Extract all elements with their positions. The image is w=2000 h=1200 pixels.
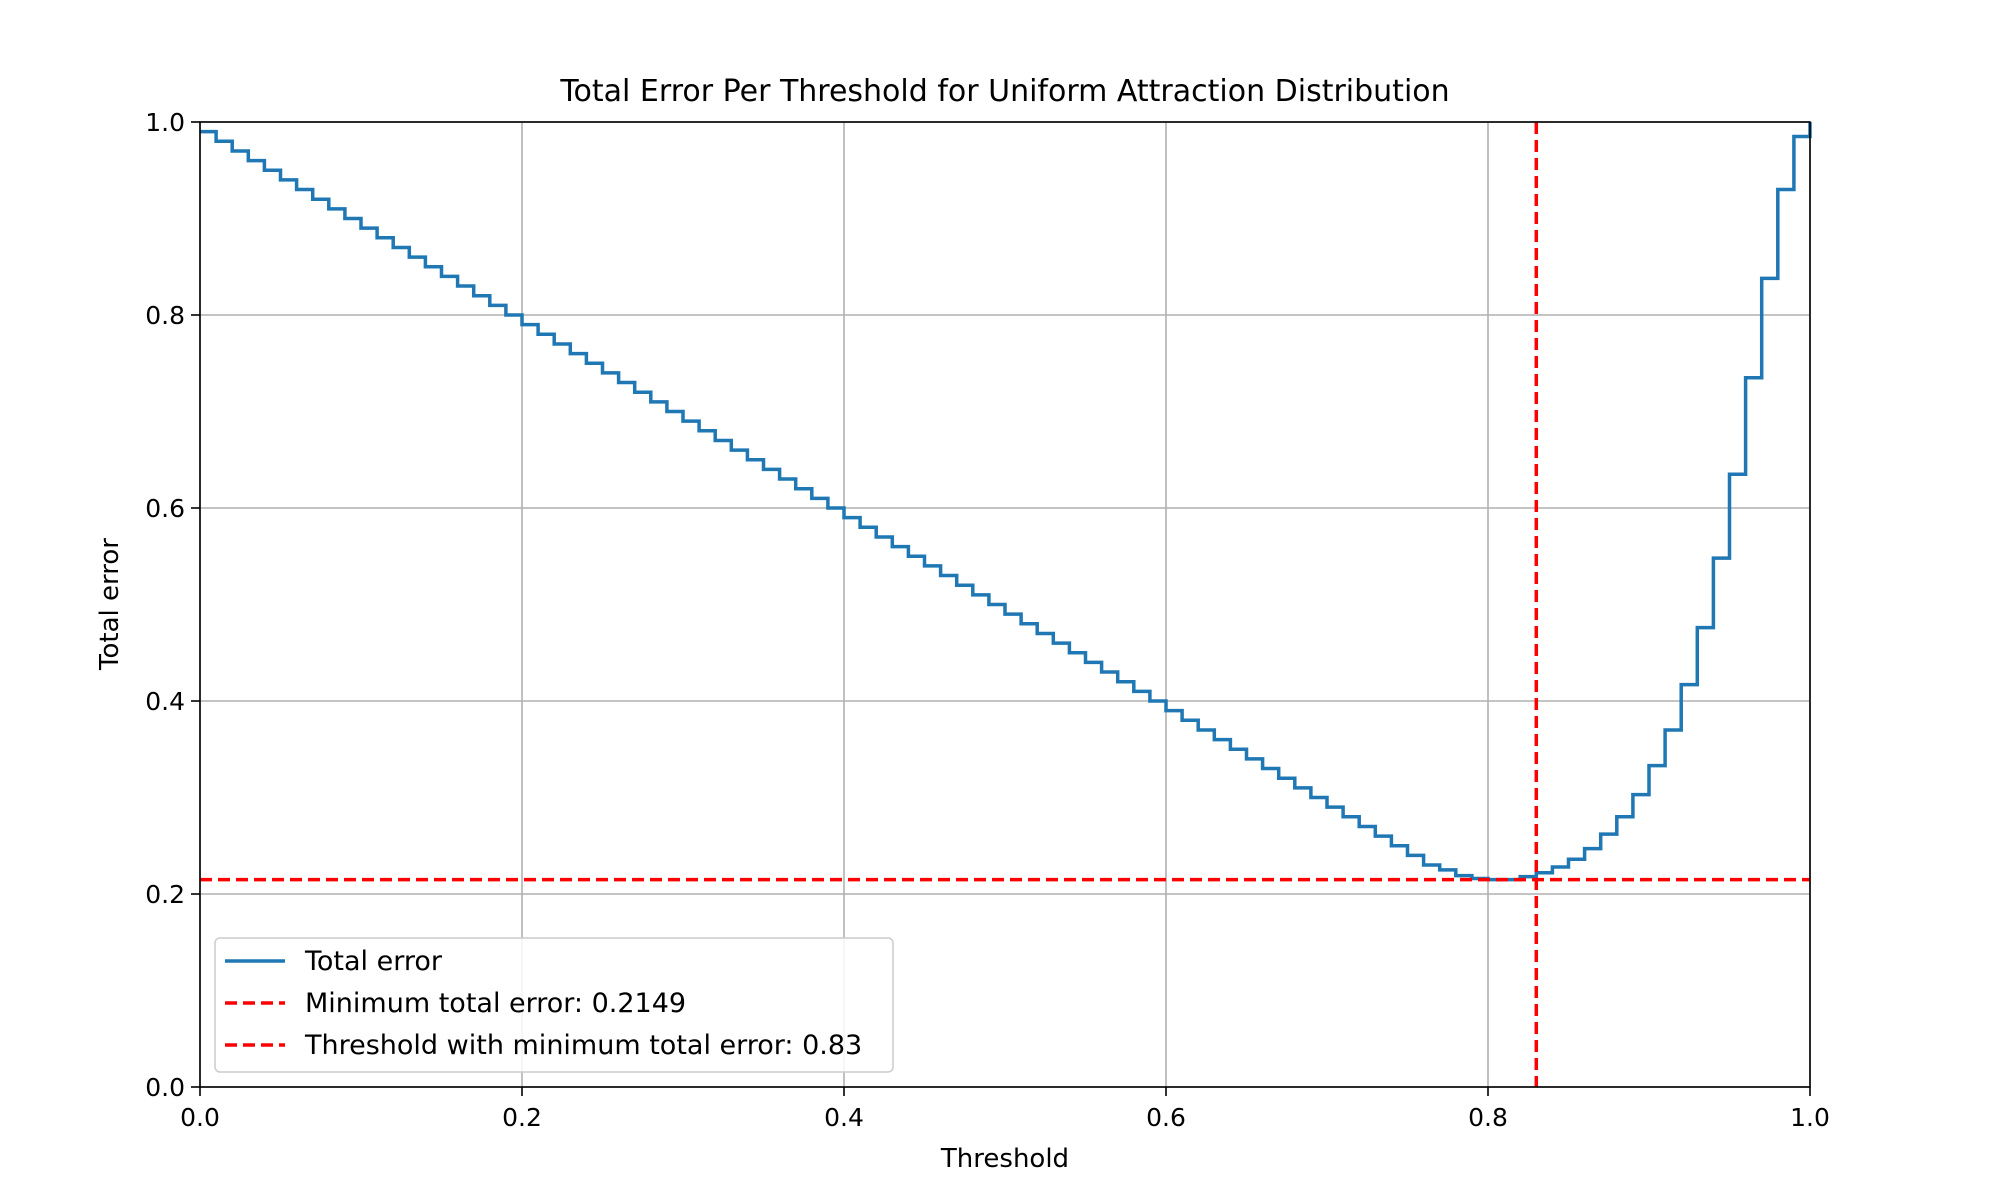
y-axis-label: Total error xyxy=(95,538,125,671)
y-tick-label: 0.2 xyxy=(145,880,185,909)
y-tick-label: 0.4 xyxy=(145,687,185,716)
x-tick-label: 0.4 xyxy=(824,1103,864,1132)
y-tick-label: 1.0 xyxy=(145,108,185,137)
x-tick-label: 0.6 xyxy=(1146,1103,1186,1132)
chart-title: Total Error Per Threshold for Uniform At… xyxy=(559,74,1449,109)
y-tick-label: 0.0 xyxy=(145,1073,185,1102)
x-tick-label: 0.2 xyxy=(502,1103,542,1132)
legend-box xyxy=(214,937,894,1073)
plot-lines xyxy=(200,122,1812,1087)
series-total-error-line xyxy=(200,122,1812,882)
legend-label-minimum-error: Minimum total error: 0.2149 xyxy=(305,988,686,1019)
y-tick-label: 0.8 xyxy=(145,301,185,330)
x-axis-ticks: 0.0 0.2 0.4 0.6 0.8 1.0 xyxy=(180,1087,1830,1132)
x-tick-label: 1.0 xyxy=(1790,1103,1830,1132)
y-axis-ticks: 0.0 0.2 0.4 0.6 0.8 1.0 xyxy=(145,108,200,1102)
x-tick-label: 0.8 xyxy=(1468,1103,1508,1132)
plot-frame xyxy=(199,121,1811,1088)
x-axis-label: Threshold xyxy=(940,1144,1069,1174)
y-tick-label: 0.6 xyxy=(145,494,185,523)
legend-label-threshold: Threshold with minimum total error: 0.83 xyxy=(304,1030,862,1061)
legend-label-total-error: Total error xyxy=(304,946,443,977)
legend: Total error Minimum total error: 0.2149 … xyxy=(214,937,894,1073)
x-tick-label: 0.0 xyxy=(180,1103,220,1132)
